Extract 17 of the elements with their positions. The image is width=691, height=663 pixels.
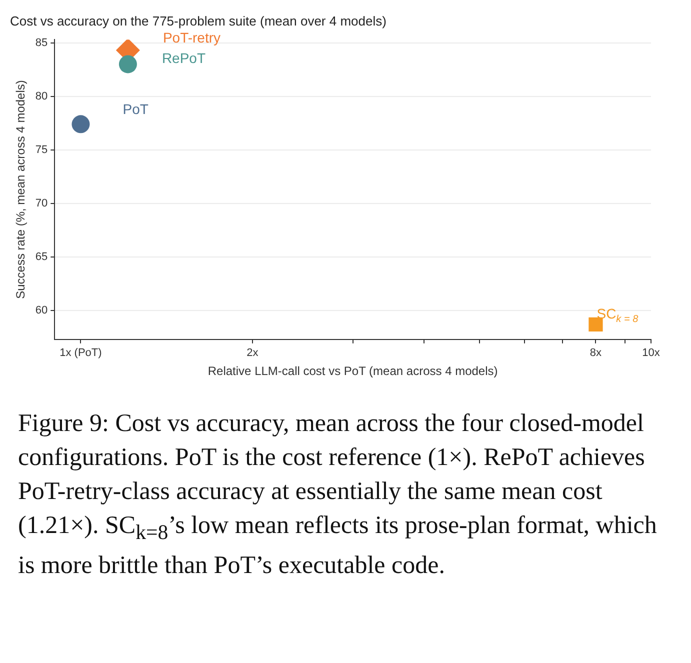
chart-title: Cost vs accuracy on the 775-problem suite (mean over 4 models) <box>10 13 386 28</box>
y-tick-label: 85 <box>35 36 48 49</box>
y-axis-title: Success rate (%, mean across 4 models) <box>14 80 28 299</box>
y-tick-label: 60 <box>35 304 48 317</box>
y-tick-label: 80 <box>35 90 48 102</box>
series-label: RePoT <box>162 50 206 66</box>
x-axis-title: Relative LLM-call cost vs PoT (mean across 4 models) <box>208 364 498 378</box>
y-tick-label: 70 <box>35 197 48 210</box>
x-tick-label: 2x <box>246 347 259 360</box>
series-label: PoT-retry <box>162 29 221 46</box>
y-tick-label: 75 <box>35 144 48 156</box>
text: PoT <box>122 101 149 118</box>
caption: Figure 9: Cost vs accuracy, mean across the four closed-model configurations. PoT is the cost reference (1×). RePoT achieves PoT-retry-class accuracy at essentially the same mean cost (1.21×). SC$_{k=8}$’s low mean reflects its prose-plan format, which is more brittle than PoT’s executable code. <box>18 409 658 581</box>
x-tick-label: 1x (PoT) <box>60 347 102 360</box>
x-tick-label: 10x <box>642 347 660 360</box>
x-tick-label: 8x <box>590 347 602 360</box>
y-tick-label: 65 <box>35 250 48 263</box>
